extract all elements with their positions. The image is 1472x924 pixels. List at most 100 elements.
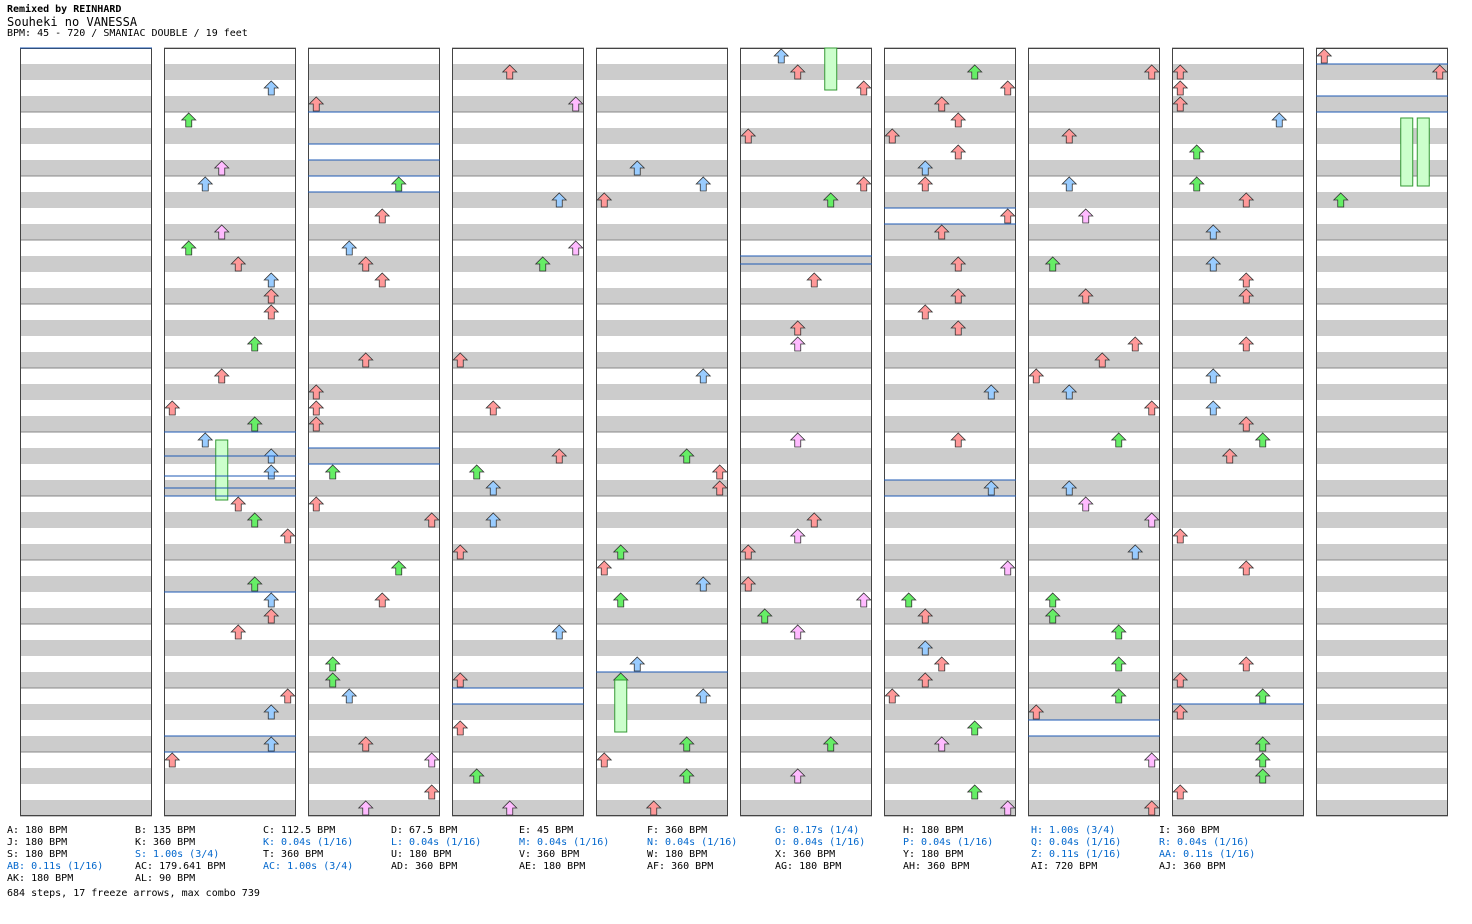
step-arrow — [855, 176, 872, 192]
beat-band — [884, 544, 1016, 560]
step-arrow — [374, 592, 391, 608]
beat-band — [1316, 384, 1448, 400]
step-arrow — [596, 560, 613, 576]
beat-band — [452, 512, 584, 528]
beat-band — [1028, 320, 1160, 336]
beat-band — [740, 768, 872, 784]
step-arrow — [357, 256, 374, 272]
beat-band — [20, 512, 152, 528]
beat-band — [1172, 224, 1304, 240]
beat-band — [1316, 608, 1448, 624]
beat-band — [1316, 640, 1448, 656]
column-border — [1028, 48, 1160, 816]
beat-band — [164, 672, 296, 688]
beat-band — [1028, 448, 1160, 464]
legend-entry: P: 0.04s (1/16) — [903, 837, 994, 848]
step-arrow — [966, 784, 983, 800]
step-arrow — [789, 336, 806, 352]
beat-band — [884, 448, 1016, 464]
step-arrow — [390, 176, 407, 192]
beat-band — [164, 736, 296, 752]
beat-band — [596, 224, 728, 240]
step-arrow — [933, 224, 950, 240]
beat-band — [164, 192, 296, 208]
step-arrow — [357, 736, 374, 752]
beat-band — [1316, 768, 1448, 784]
step-arrow — [230, 256, 247, 272]
legend-entry: T: 360 BPM — [263, 849, 324, 860]
beat-band — [1028, 416, 1160, 432]
beat-band — [884, 800, 1016, 816]
step-arrow — [999, 80, 1016, 96]
beat-band — [596, 384, 728, 400]
chart-summary: 684 steps, 17 freeze arrows, max combo 7… — [7, 888, 260, 899]
beat-band — [20, 416, 152, 432]
beat-band — [164, 576, 296, 592]
step-arrow — [917, 672, 934, 688]
remix-credit: Remixed by REINHARD — [7, 4, 122, 15]
beat-band — [308, 352, 440, 368]
step-arrow — [1110, 688, 1127, 704]
beat-band — [740, 480, 872, 496]
beat-band — [164, 64, 296, 80]
beat-band — [1316, 800, 1448, 816]
step-arrow — [1143, 512, 1160, 528]
beat-band — [308, 224, 440, 240]
beat-band — [452, 736, 584, 752]
step-arrow — [263, 736, 280, 752]
step-arrow — [678, 768, 695, 784]
step-arrow — [197, 432, 214, 448]
beat-band — [1316, 96, 1448, 112]
step-arrow — [374, 272, 391, 288]
beat-band — [1172, 96, 1304, 112]
step-arrow — [324, 464, 341, 480]
beat-band — [20, 672, 152, 688]
beat-band — [308, 448, 440, 464]
step-arrow — [357, 800, 374, 816]
step-arrow — [230, 496, 247, 512]
step-arrow — [1044, 608, 1061, 624]
step-arrow — [263, 272, 280, 288]
step-arrow — [1172, 784, 1189, 800]
step-arrow — [1238, 416, 1255, 432]
column-border — [740, 48, 872, 816]
step-arrow — [917, 176, 934, 192]
beat-band — [596, 704, 728, 720]
beat-band — [452, 640, 584, 656]
beat-band — [884, 768, 1016, 784]
beat-band — [740, 288, 872, 304]
step-arrow — [1188, 176, 1205, 192]
step-arrow — [1094, 352, 1111, 368]
beat-band — [308, 128, 440, 144]
beat-band — [1172, 64, 1304, 80]
step-arrow — [423, 784, 440, 800]
step-arrow — [1172, 64, 1189, 80]
beat-band — [20, 608, 152, 624]
beat-band — [884, 256, 1016, 272]
step-arrow — [806, 272, 823, 288]
legend-entry: AJ: 360 BPM — [1159, 861, 1226, 872]
beat-band — [884, 416, 1016, 432]
beat-band — [1028, 800, 1160, 816]
step-arrow — [551, 624, 568, 640]
step-arrow — [695, 176, 712, 192]
legend-entry: AC: 1.00s (3/4) — [263, 861, 354, 872]
beat-band — [596, 416, 728, 432]
legend-entry: AH: 360 BPM — [903, 861, 970, 872]
beat-band — [1172, 192, 1304, 208]
legend-entry: H: 180 BPM — [903, 825, 964, 836]
step-arrow — [1431, 64, 1448, 80]
beat-band — [164, 96, 296, 112]
step-arrow — [695, 576, 712, 592]
beat-band — [740, 672, 872, 688]
step-arrow — [645, 800, 662, 816]
beat-band — [740, 64, 872, 80]
beat-band — [452, 448, 584, 464]
step-arrow — [246, 336, 263, 352]
beat-band — [452, 480, 584, 496]
beat-band — [308, 96, 440, 112]
legend-entry: AL: 90 BPM — [135, 873, 196, 884]
step-arrow — [1061, 384, 1078, 400]
beat-band — [452, 544, 584, 560]
beat-band — [884, 384, 1016, 400]
